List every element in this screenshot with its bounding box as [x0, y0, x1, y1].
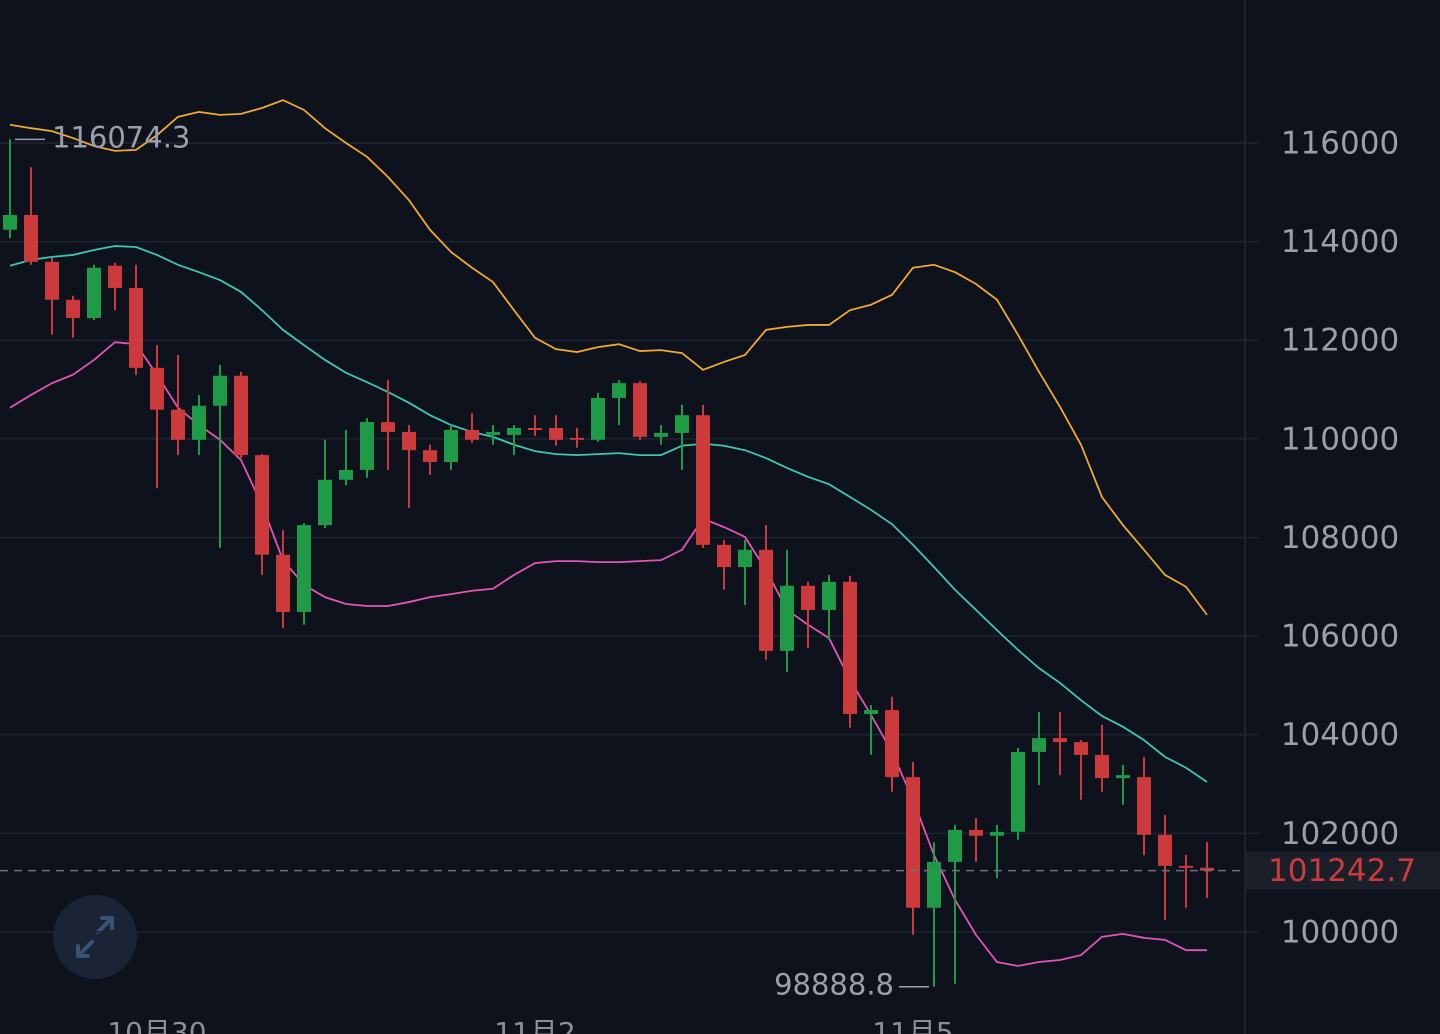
candle-body — [423, 450, 437, 463]
candle-body — [108, 265, 122, 288]
candle-body — [339, 469, 353, 480]
expand-button[interactable] — [53, 895, 137, 979]
candle-body — [486, 431, 500, 435]
high-label: 116074.3 — [52, 120, 190, 154]
candle-body — [276, 554, 290, 612]
candle-body — [1053, 738, 1067, 743]
candle-body — [87, 267, 101, 319]
y-tick-label: 104000 — [1281, 717, 1399, 753]
candle-body — [633, 383, 647, 437]
last-price-label: 101242.7 — [1268, 853, 1416, 889]
candle-body — [24, 214, 38, 262]
candle-body — [759, 549, 773, 651]
candle-body — [990, 831, 1004, 836]
low-label: 98888.8 — [774, 968, 894, 1002]
candle-body — [675, 415, 689, 433]
candle-body — [1116, 775, 1130, 779]
candle-body — [822, 581, 836, 610]
candle-body — [549, 427, 563, 440]
candle-body — [738, 549, 752, 568]
candle-body — [612, 383, 626, 398]
candle-body — [927, 861, 941, 908]
candle-body — [696, 415, 710, 545]
candle-body — [444, 429, 458, 463]
x-tick-label: 11月5 — [872, 1016, 953, 1034]
y-tick-label: 114000 — [1281, 224, 1399, 260]
candle-body — [297, 525, 311, 612]
y-tick-label: 100000 — [1281, 914, 1399, 950]
x-tick-label: 11月2 — [494, 1016, 575, 1034]
candle-body — [864, 710, 878, 714]
y-tick-label: 106000 — [1281, 619, 1399, 655]
candle-body — [885, 710, 899, 778]
candle-body — [45, 261, 59, 300]
candle-body — [801, 585, 815, 610]
candle-body — [129, 287, 143, 368]
candle-body — [255, 455, 269, 555]
candle-body — [654, 432, 668, 437]
candle-body — [381, 422, 395, 432]
x-tick-label: 10月30 — [107, 1016, 206, 1034]
y-tick-label: 112000 — [1281, 323, 1399, 359]
candle-body — [318, 479, 332, 526]
candle-body — [192, 405, 206, 440]
candle-body — [591, 397, 605, 440]
candle-body — [150, 367, 164, 410]
candle-body — [1179, 865, 1193, 868]
candle-body — [465, 429, 479, 440]
expand-icon[interactable] — [76, 916, 114, 958]
candle-body — [1074, 742, 1088, 755]
candle-body — [402, 431, 416, 451]
candle-body — [1095, 754, 1109, 779]
candle-body — [1032, 738, 1046, 752]
expand-circle[interactable] — [53, 895, 137, 979]
candle-body — [507, 427, 521, 435]
candle-body — [948, 829, 962, 862]
last-price-box — [1246, 851, 1440, 890]
y-tick-label: 110000 — [1281, 421, 1399, 457]
candle-body — [234, 375, 248, 456]
candle-body — [528, 427, 542, 430]
y-tick-label: 116000 — [1281, 125, 1399, 161]
candle-body — [66, 299, 80, 319]
candle-body — [1137, 777, 1151, 835]
y-tick-label: 102000 — [1281, 816, 1399, 852]
candle-body — [843, 581, 857, 714]
candle-body — [171, 409, 185, 440]
candle-body — [3, 214, 17, 230]
candle-body — [969, 829, 983, 836]
candle-body — [1158, 834, 1172, 866]
candle-body — [1011, 751, 1025, 832]
candle-body — [213, 375, 227, 406]
band-line — [9, 99, 1208, 616]
candle-body — [717, 544, 731, 568]
candle-body — [906, 777, 920, 908]
candle-body — [360, 422, 374, 470]
band-line — [9, 245, 1208, 783]
y-tick-label: 108000 — [1281, 520, 1399, 556]
candle-body — [1200, 867, 1214, 871]
band-line — [9, 341, 1207, 967]
candle-body — [780, 585, 794, 651]
candle-body — [570, 437, 584, 440]
